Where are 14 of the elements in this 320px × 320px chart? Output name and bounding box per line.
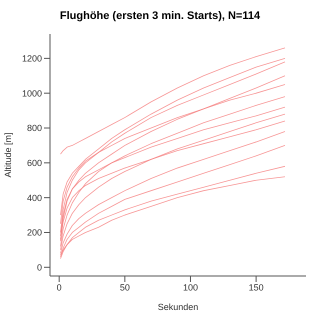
y-tick-label: 800 — [26, 123, 42, 134]
y-tick-label: 1200 — [22, 54, 42, 64]
x-tick-label: 150 — [248, 282, 264, 292]
y-tick-label: 1000 — [22, 88, 42, 98]
chart-title: Flughöhe (ersten 3 min. Starts), N=114 — [58, 9, 262, 24]
y-tick-label: 600 — [26, 158, 42, 168]
y-tick-label: 0 — [36, 262, 42, 272]
y-tick-label: 400 — [26, 192, 42, 203]
x-tick-label: 50 — [120, 282, 130, 292]
x-tick-label: 100 — [182, 282, 198, 292]
x-axis-title: Sekunden — [158, 302, 198, 312]
y-tick-label: 200 — [26, 228, 42, 238]
y-axis-title: Altitude [m] — [3, 132, 14, 178]
x-tick-label: 0 — [56, 282, 62, 292]
